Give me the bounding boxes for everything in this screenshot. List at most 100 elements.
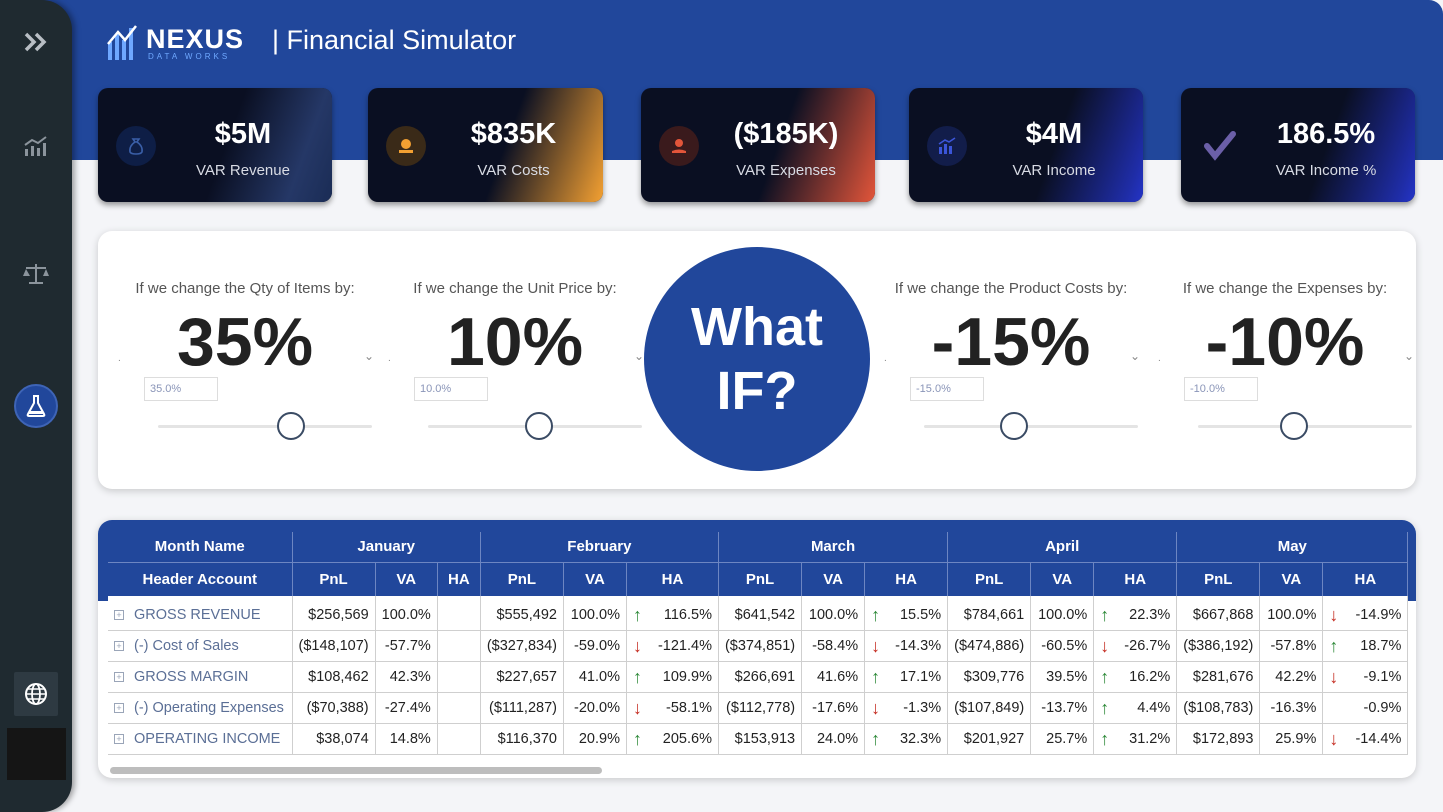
ha-value: 18.7% xyxy=(1360,637,1402,654)
horizontal-scrollbar[interactable] xyxy=(110,767,602,774)
slider-thumb[interactable] xyxy=(1280,412,1309,440)
param-input[interactable]: 10.0% xyxy=(414,377,488,401)
nav-web[interactable] xyxy=(14,672,58,716)
param-unit-price: If we change the Unit Price by: 10% . ⌄ … xyxy=(388,231,644,489)
param-qty-items: If we change the Qty of Items by: 35% . … xyxy=(118,231,374,489)
pnl-cell: $266,691 xyxy=(718,661,803,693)
param-input[interactable]: 35.0% xyxy=(144,377,218,401)
pnl-cell: ($107,849) xyxy=(947,692,1032,724)
ha-cell: ↓ -26.7% xyxy=(1093,630,1178,662)
param-input[interactable]: -15.0% xyxy=(910,377,984,401)
expand-row-icon[interactable]: + xyxy=(114,671,124,682)
slider-thumb[interactable] xyxy=(525,412,554,440)
pnl-cell: ($112,778) xyxy=(718,692,803,724)
ha-value: -1.3% xyxy=(903,699,942,716)
param-value: -10% xyxy=(1205,304,1365,380)
pnl-cell: ($108,783) xyxy=(1176,692,1261,724)
nav-what-if[interactable] xyxy=(14,384,58,428)
header-row-months: Month Name January February March April May xyxy=(108,532,1409,562)
arrow-up-icon: ↑ xyxy=(871,666,881,687)
ha-cell: ↑ 31.2% xyxy=(1093,723,1178,755)
va-cell: 42.3% xyxy=(375,661,438,693)
expand-row-icon[interactable]: + xyxy=(114,733,124,744)
va-cell: -57.7% xyxy=(375,630,438,662)
expand-row-icon[interactable]: + xyxy=(114,609,124,620)
ha-value: 32.3% xyxy=(899,730,942,747)
account-cell: + (-) Cost of Sales xyxy=(108,630,293,662)
param-expenses: If we change the Expenses by: -10% . ⌄ -… xyxy=(1158,231,1414,489)
header-subcol-va[interactable]: VA xyxy=(563,561,627,596)
ha-value: 22.3% xyxy=(1129,606,1171,623)
what-if-line2: IF? xyxy=(716,361,798,421)
header-subcol-va[interactable]: VA xyxy=(801,561,866,596)
va-cell: -16.3% xyxy=(1259,692,1324,724)
header-subcol-ha[interactable]: HA xyxy=(437,561,481,596)
header-subcol-ha[interactable]: HA xyxy=(626,561,719,596)
chevron-down-icon[interactable]: ⌄ xyxy=(1403,349,1414,363)
chart-bar-trend-icon xyxy=(24,136,47,156)
header-subcol-va[interactable]: VA xyxy=(1030,561,1095,596)
param-label: If we change the Unit Price by: xyxy=(413,280,617,297)
header-subcol-pnl[interactable]: PnL xyxy=(718,561,803,596)
ha-cell: ↑ 16.2% xyxy=(1093,661,1178,693)
expand-row-icon[interactable]: + xyxy=(114,640,124,651)
expand-row-icon[interactable]: + xyxy=(114,702,124,713)
expand-sidebar-button[interactable] xyxy=(14,20,58,64)
kpi-card-var-costs: $835K VAR Costs xyxy=(368,88,603,202)
slider-thumb[interactable] xyxy=(999,412,1028,440)
header-subcol-ha[interactable]: HA xyxy=(1093,561,1178,596)
chevron-down-icon[interactable]: ⌄ xyxy=(363,349,374,363)
arrow-up-icon: ↑ xyxy=(1100,666,1110,687)
chevron-down-icon[interactable]: ⌄ xyxy=(633,349,644,363)
header-month[interactable]: April xyxy=(947,532,1178,562)
header-subcol-ha[interactable]: HA xyxy=(864,561,949,596)
ha-value: 116.5% xyxy=(663,606,712,623)
pnl-cell: $667,868 xyxy=(1176,596,1261,631)
ha-value: -14.9% xyxy=(1355,606,1402,623)
pnl-cell: ($327,834) xyxy=(480,630,564,662)
account-label: GROSS REVENUE xyxy=(134,606,261,623)
header-subcol-pnl[interactable]: PnL xyxy=(480,561,564,596)
header-subcol-pnl[interactable]: PnL xyxy=(1176,561,1261,596)
header-subcol-pnl[interactable]: PnL xyxy=(292,561,376,596)
ha-cell: ↑ 22.3% xyxy=(1093,596,1178,631)
param-input[interactable]: -10.0% xyxy=(1184,377,1258,401)
header-month-name: Month Name xyxy=(108,532,293,562)
nav-income-statement[interactable] xyxy=(14,124,58,168)
arrow-up-icon: ↑ xyxy=(1100,697,1110,718)
account-label: OPERATING INCOME xyxy=(134,730,281,747)
header-month[interactable]: May xyxy=(1176,532,1409,562)
header-month[interactable]: March xyxy=(718,532,949,562)
ha-cell: ↑ 15.5% xyxy=(864,596,949,631)
header-month[interactable]: February xyxy=(480,532,719,562)
param-product-costs: If we change the Product Costs by: -15% … xyxy=(884,231,1140,489)
pnl-cell: $641,542 xyxy=(718,596,803,631)
arrow-up-icon: ↑ xyxy=(871,728,881,749)
header-subcol-pnl[interactable]: PnL xyxy=(947,561,1032,596)
balance-scale-icon xyxy=(23,264,49,284)
account-label: GROSS MARGIN xyxy=(134,668,249,685)
account-cell: + GROSS REVENUE xyxy=(108,596,293,631)
ha-cell: ↓ -9.1% xyxy=(1322,661,1409,693)
header-subcol-ha[interactable]: HA xyxy=(1322,561,1409,596)
header-subcol-va[interactable]: VA xyxy=(1259,561,1324,596)
va-cell: 42.2% xyxy=(1259,661,1324,693)
ha-value: -9.1% xyxy=(1363,668,1402,685)
pnl-table-panel: Month Name January February March April May H… xyxy=(98,520,1416,778)
hand-coin-icon xyxy=(659,126,699,166)
header-row-subcols: Header Account PnL VA HA PnL VA HA PnL VA HA PnL VA… xyxy=(108,561,1409,596)
table-row: + OPERATING INCOME $38,074 14.8% $116,370 20.… xyxy=(108,723,1409,755)
nav-balance-sheet[interactable] xyxy=(14,252,58,296)
pnl-cell: $256,569 xyxy=(292,596,376,631)
slider-thumb[interactable] xyxy=(276,412,305,440)
slider-track[interactable] xyxy=(924,425,1138,428)
slider-track[interactable] xyxy=(158,425,372,428)
chevron-down-icon[interactable]: ⌄ xyxy=(1129,349,1140,363)
param-value: -15% xyxy=(931,304,1091,380)
header-subcol-va[interactable]: VA xyxy=(375,561,438,596)
pnl-cell: $281,676 xyxy=(1176,661,1261,693)
ha-value: 205.6% xyxy=(662,730,712,747)
ha-cell: ↓ -14.3% xyxy=(864,630,949,662)
header-month[interactable]: January xyxy=(292,532,481,562)
kpi-label: VAR Costs xyxy=(477,162,550,179)
